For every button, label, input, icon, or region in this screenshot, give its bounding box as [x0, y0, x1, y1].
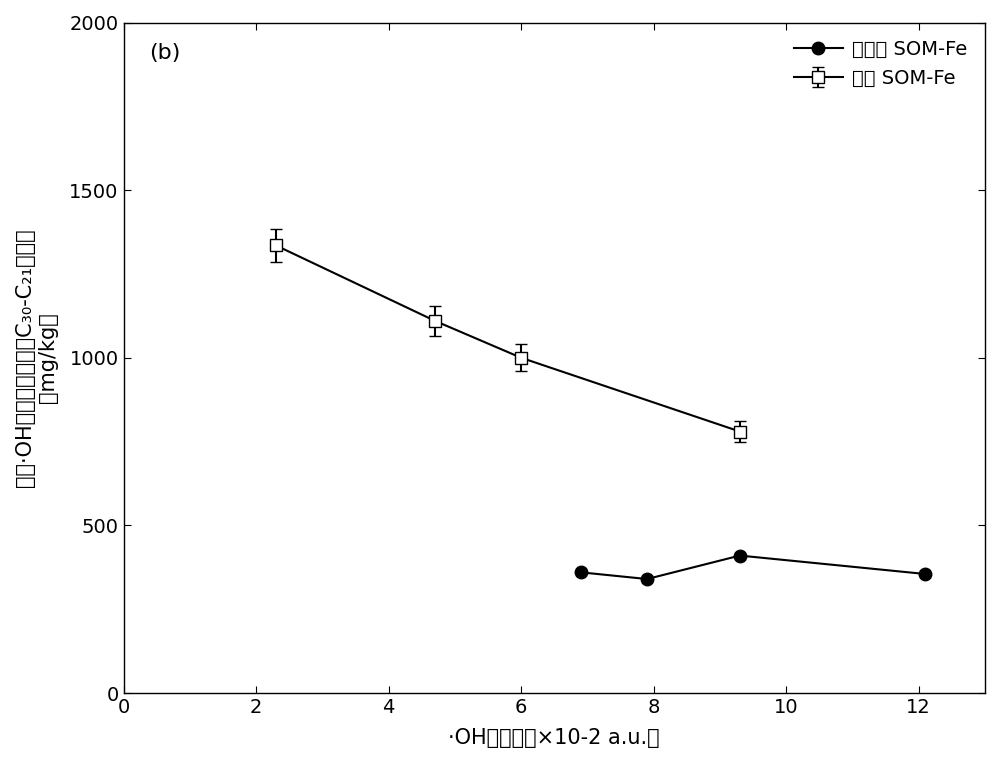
Text: (b): (b) [149, 43, 181, 63]
非閑化 SOM-Fe [575, 568, 587, 577]
非閑化 SOM-Fe [734, 551, 746, 560]
Legend: 非閑化 SOM-Fe, 閑化 SOM-Fe: 非閑化 SOM-Fe, 閑化 SOM-Fe [786, 32, 975, 95]
非閑化 SOM-Fe [919, 569, 931, 578]
X-axis label: ·OH的产量（×10-2 a.u.）: ·OH的产量（×10-2 a.u.） [448, 728, 660, 748]
Line: 非閑化 SOM-Fe: 非閑化 SOM-Fe [575, 549, 932, 585]
Y-axis label: 单位·OH去除长链烷烃（C₃₀-C₂₁）的量
（mg/kg）: 单位·OH去除长链烷烃（C₃₀-C₂₁）的量 （mg/kg） [15, 228, 58, 487]
非閑化 SOM-Fe [641, 575, 653, 584]
